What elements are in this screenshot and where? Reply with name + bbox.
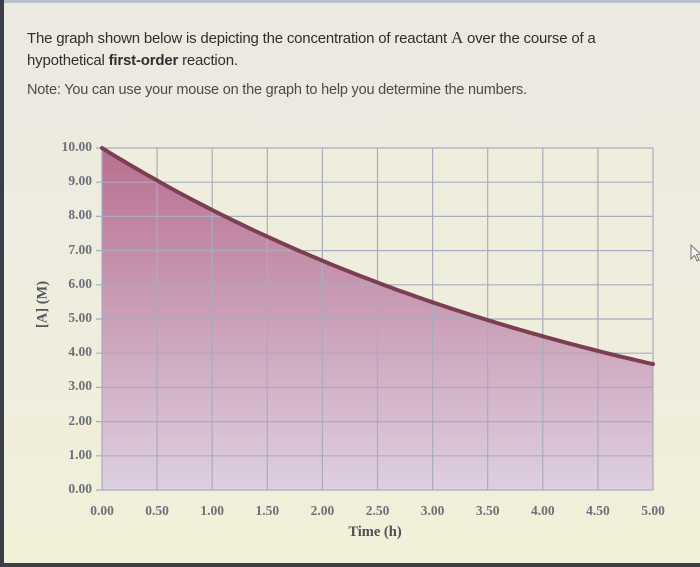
- x-tick-label: 3.50: [475, 503, 500, 518]
- x-tick-label: 0.00: [90, 503, 114, 518]
- x-tick-label: 4.00: [530, 503, 555, 518]
- y-tick-label: 10.00: [61, 139, 92, 154]
- y-tick-label: 7.00: [68, 241, 92, 257]
- y-tick-label: 5.00: [68, 310, 92, 325]
- x-tick-label: 2.00: [310, 503, 335, 518]
- first-order-emphasis: first-order: [108, 52, 179, 69]
- question-text: The graph shown below is depicting the c…: [27, 27, 647, 72]
- x-tick-label: 0.50: [145, 503, 169, 518]
- y-tick-label: 8.00: [68, 207, 92, 223]
- x-tick-label: 3.00: [420, 503, 445, 518]
- y-tick-label: 2.00: [68, 412, 92, 428]
- note-text: Note: You can use your mouse on the grap…: [27, 82, 527, 98]
- concentration-curve[interactable]: [100, 146, 655, 367]
- y-tick-label: 9.00: [68, 173, 92, 189]
- mouse-cursor-icon: [690, 243, 700, 267]
- question-text-part: over the course of a hypothetical: [27, 30, 596, 69]
- x-tick-label: 1.00: [200, 503, 224, 518]
- question-text-part: The graph shown below is depicting the c…: [27, 30, 451, 47]
- x-tick-label: 4.50: [586, 503, 610, 518]
- x-tick-label: 5.00: [641, 503, 665, 518]
- y-tick-label: 3.00: [68, 378, 92, 394]
- x-tick-label: 2.50: [365, 503, 390, 518]
- y-tick-label: 6.00: [68, 275, 92, 291]
- question-text-part: reaction.: [178, 52, 238, 69]
- y-tick-label: 1.00: [68, 446, 92, 462]
- y-tick-label: 4.00: [68, 344, 92, 360]
- x-tick-label: 1.50: [255, 503, 280, 518]
- y-axis-title: [A] (M): [34, 280, 51, 329]
- x-axis-title: Time (h): [348, 524, 402, 540]
- reactant-label: A: [450, 28, 464, 47]
- y-tick-label: 0.00: [68, 481, 92, 496]
